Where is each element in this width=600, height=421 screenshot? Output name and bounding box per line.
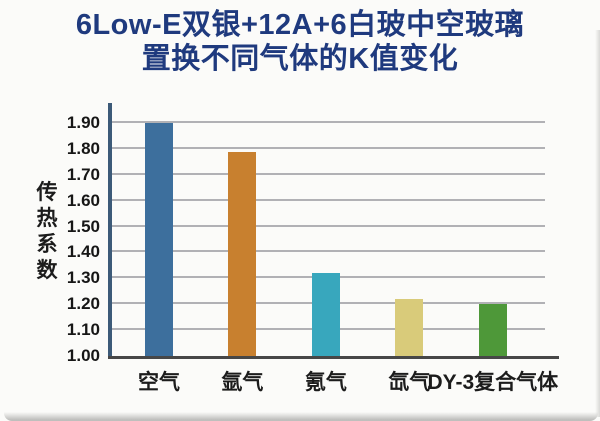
x-label-2: 氩气 (221, 371, 264, 394)
y-tick-1.80: 1.80 (66, 138, 100, 158)
chart-title-line1: 6Low-E双银+12A+6白玻中空玻璃 (75, 9, 525, 41)
x-label-4: 氙气 (388, 371, 431, 394)
y-tick-1.20: 1.20 (66, 294, 100, 314)
gridline-1.60 (110, 198, 545, 201)
gridline-1.40 (110, 250, 545, 253)
chart-bar-4 (395, 299, 424, 356)
y-tick-1.50: 1.50 (66, 216, 100, 236)
x-label-1: 空气 (138, 371, 180, 394)
y-axis-line (108, 103, 112, 359)
y-tick-1.00: 1.00 (66, 346, 100, 365)
y-tick-1.10: 1.10 (66, 320, 100, 340)
photo-edge-shadow-right (595, 30, 600, 417)
gridline-1.50 (110, 224, 545, 227)
y-tick-1.30: 1.30 (66, 268, 100, 288)
y-tick-1.70: 1.70 (66, 164, 100, 184)
y-tick-1.60: 1.60 (66, 190, 100, 210)
x-axis-line (108, 356, 559, 359)
chart-title: 6Low-E双银+12A+6白玻中空玻璃 置换不同气体的K值变化 (0, 8, 600, 76)
y-tick-1.90: 1.90 (66, 113, 100, 132)
photo-edge-shadow-bottom (4, 412, 598, 421)
x-label-5: DY-3复合气体 (427, 371, 559, 394)
gridline-1.90 (110, 121, 545, 123)
chart-bar-5 (478, 304, 507, 356)
gridline-1.80 (110, 146, 545, 149)
chart-title-line2: 置换不同气体的K值变化 (141, 43, 459, 75)
y-tick-1.40: 1.40 (66, 242, 100, 262)
y-axis-title: 传热系数 (36, 181, 58, 282)
gridline-1.70 (110, 172, 545, 175)
chart-bar-2 (228, 151, 257, 356)
plot-area: 1.00 1.10 1.20 1.30 1.40 1.50 1.60 1.70 1.80 1.90… (67, 103, 559, 394)
x-label-3: 氪气 (304, 371, 347, 394)
chart-bar-3 (311, 273, 340, 356)
chart-bar-1 (145, 123, 173, 356)
